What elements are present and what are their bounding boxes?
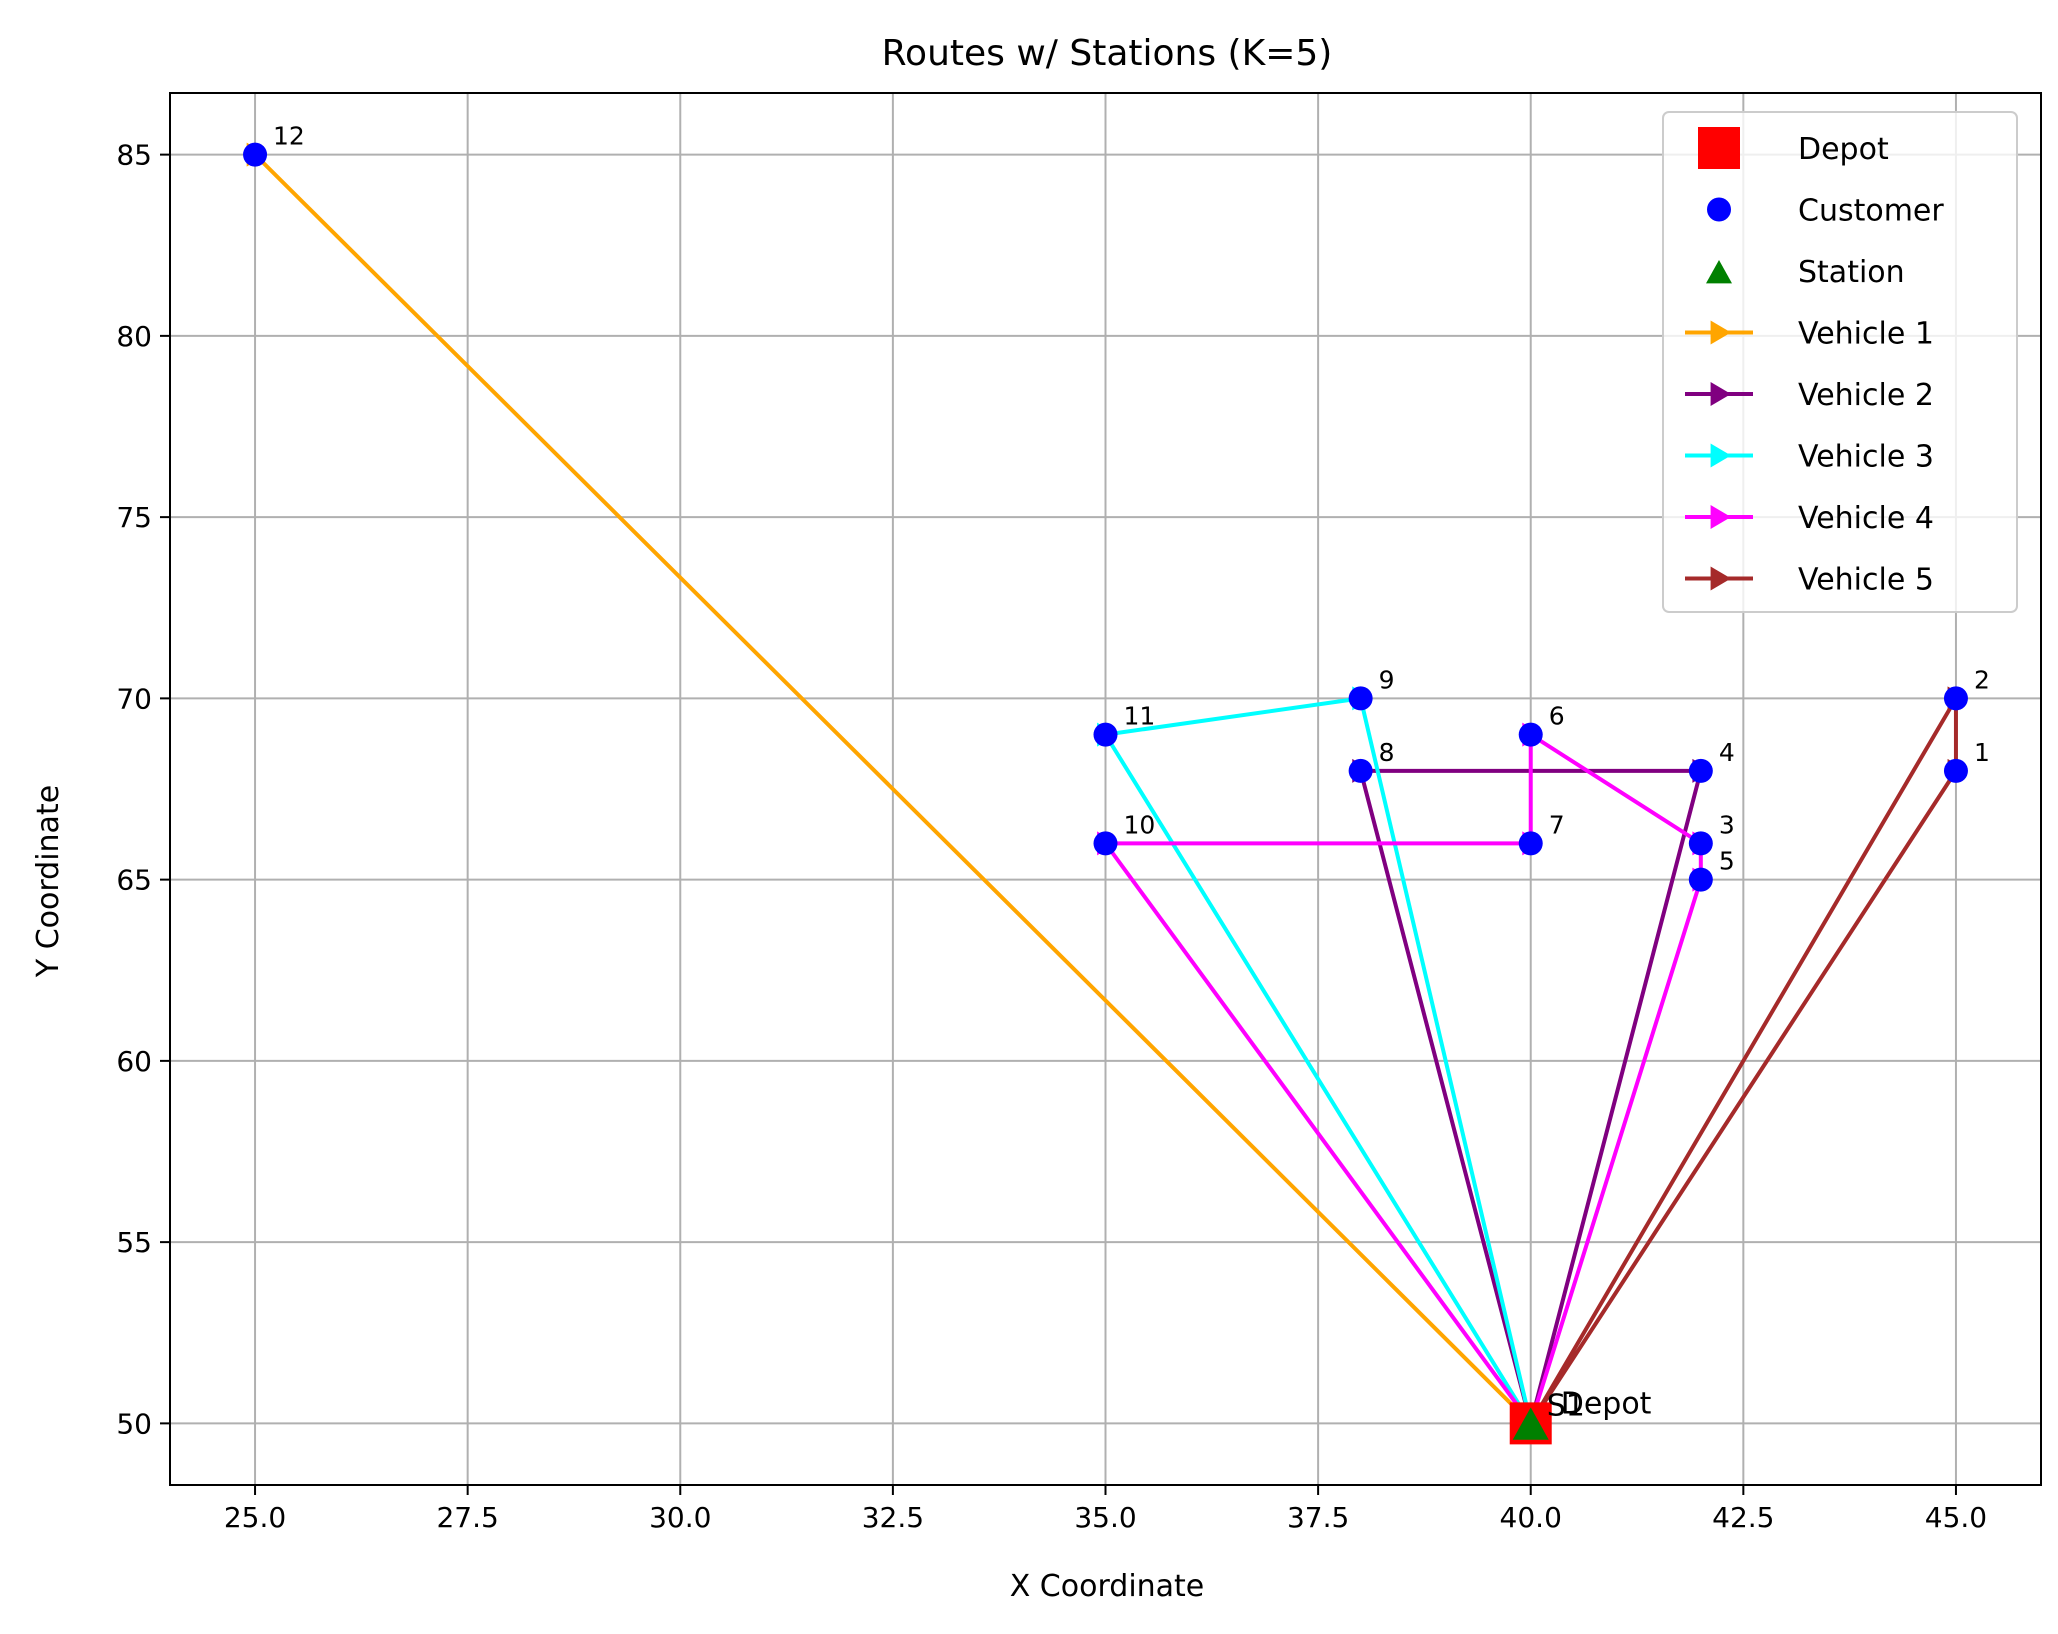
x-tick-label: 27.5 <box>436 1501 498 1534</box>
customer-label: 12 <box>273 122 305 151</box>
customer-marker <box>1688 758 1713 783</box>
customer-marker <box>1943 686 1968 711</box>
legend-entry-label: Customer <box>1798 194 1944 229</box>
customer-marker <box>1943 758 1968 783</box>
legend-arrow-swatch <box>1710 566 1731 591</box>
y-tick-label: 80 <box>116 320 152 353</box>
legend-arrow-swatch <box>1710 443 1731 468</box>
x-tick-label: 25.0 <box>224 1501 286 1534</box>
customer-label: 1 <box>1974 738 1990 767</box>
route-line <box>1103 696 1533 1425</box>
customer-label: 9 <box>1379 665 1395 694</box>
y-tick-label: 55 <box>116 1226 152 1259</box>
x-tick-label: 37.5 <box>1287 1501 1349 1534</box>
y-tick-label: 75 <box>116 501 152 534</box>
customer-marker <box>1518 831 1543 856</box>
legend-entry-label: Vehicle 2 <box>1798 378 1934 413</box>
y-tick-label: 85 <box>116 139 152 172</box>
customer-label: 6 <box>1549 702 1565 731</box>
station-label: S1 <box>1547 1388 1585 1423</box>
axis-ticks: 25.0 27.5 30.0 32.5 35.0 37.5 40.0 42.5 45.05055… <box>116 139 1987 1534</box>
customer-label: 10 <box>1124 810 1156 839</box>
legend-entry-label: Vehicle 3 <box>1798 440 1934 475</box>
legend-arrow-swatch <box>1710 505 1731 529</box>
x-tick-label: 35.0 <box>1074 1501 1136 1534</box>
x-tick-label: 40.0 <box>1500 1501 1562 1534</box>
customer-marker <box>1518 722 1543 747</box>
customer-marker <box>1093 722 1118 747</box>
legend-entry-label: Station <box>1798 255 1905 290</box>
legend-entry-label: Depot <box>1798 132 1889 167</box>
customer-label: 11 <box>1124 702 1156 731</box>
customer-label: 8 <box>1379 738 1395 767</box>
y-axis-label: Y Coordinate <box>31 785 66 978</box>
legend-entry-label: Vehicle 1 <box>1798 317 1934 352</box>
customer-label: 2 <box>1974 665 1990 694</box>
y-tick-label: 50 <box>116 1407 152 1440</box>
legend-arrow-swatch <box>1710 320 1731 345</box>
route-line <box>1103 732 1703 1425</box>
y-tick-label: 65 <box>116 864 152 897</box>
x-tick-label: 45.0 <box>1925 1501 1987 1534</box>
legend-depot-swatch <box>1698 127 1740 169</box>
customer-label: 7 <box>1549 810 1565 839</box>
customer-label: 4 <box>1719 738 1735 767</box>
legend-box <box>1662 111 2018 613</box>
customer-label: 5 <box>1719 847 1735 876</box>
customer-label: 3 <box>1719 810 1735 839</box>
depot-label: Depot <box>1561 1386 1652 1421</box>
legend-station-swatch <box>1706 260 1732 284</box>
y-tick-label: 70 <box>116 682 152 715</box>
customer-marker <box>1348 686 1373 711</box>
legend: Depot Customer Station Vehicle 1 Vehicle 2 Ve… <box>1662 111 2018 613</box>
x-tick-label: 30.0 <box>649 1501 711 1534</box>
route-line <box>1529 696 1958 1425</box>
x-axis-label: X Coordinate <box>1010 1569 1205 1604</box>
customer-marker <box>1348 758 1373 783</box>
point-markers <box>243 142 1968 1445</box>
legend-entry-label: Vehicle 5 <box>1798 563 1934 598</box>
x-tick-label: 32.5 <box>862 1501 924 1534</box>
customer-marker <box>1093 831 1118 856</box>
legend-customer-swatch <box>1707 197 1731 222</box>
grid-lines <box>170 93 2041 1485</box>
customer-marker <box>243 142 268 167</box>
legend-arrow-swatch <box>1710 382 1731 406</box>
chart-title: Routes w/ Stations (K=5) <box>882 33 1333 74</box>
customer-marker <box>1688 867 1713 892</box>
x-tick-label: 42.5 <box>1712 1501 1774 1534</box>
station-marker <box>1512 1407 1549 1440</box>
legend-entry-label: Vehicle 4 <box>1798 501 1934 536</box>
y-tick-label: 60 <box>116 1045 152 1078</box>
customer-marker <box>1688 831 1713 856</box>
